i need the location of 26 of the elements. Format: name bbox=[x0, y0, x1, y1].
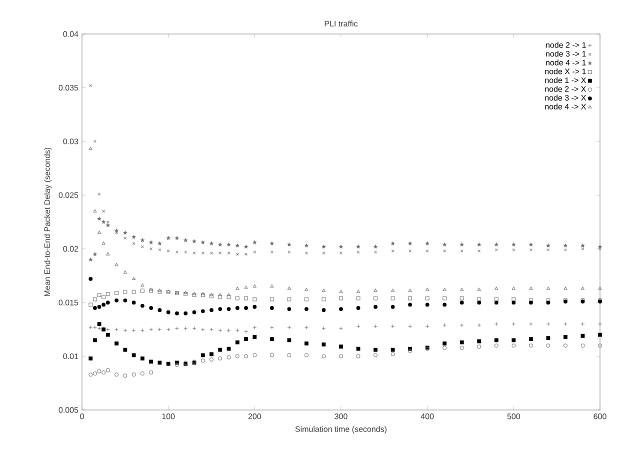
x-tick-label: 200 bbox=[248, 414, 262, 420]
y-tick-label: 0.035 bbox=[58, 84, 78, 91]
legend-label: node 2 -> 1 bbox=[546, 42, 586, 48]
x-tick-label: 0 bbox=[80, 414, 84, 420]
legend-label: node 2 -> X bbox=[545, 86, 586, 92]
y-tick-label: 0.015 bbox=[58, 300, 78, 306]
x-tick-label: 400 bbox=[420, 414, 434, 420]
legend-label: node 4 -> 1 bbox=[546, 60, 586, 66]
y-axis-title: Mean End-to-End Packet Delay (seconds) bbox=[44, 148, 52, 296]
x-axis-title: Simulation time (seconds) bbox=[295, 426, 386, 434]
x-tick-label: 500 bbox=[507, 414, 520, 420]
legend-label: node 3 -> X bbox=[545, 94, 586, 101]
legend-label: node 1 -> X bbox=[545, 77, 586, 84]
y-tick-label: 0.005 bbox=[58, 407, 78, 413]
x-tick-label: 600 bbox=[594, 414, 606, 420]
x-tick-label: 300 bbox=[334, 414, 348, 420]
y-tick-label: 0.01 bbox=[63, 353, 78, 360]
y-tick-label: 0.04 bbox=[63, 31, 78, 37]
chart-title: PLI traffic bbox=[324, 20, 358, 26]
legend-label: node 3 -> 1 bbox=[546, 50, 586, 57]
legend-label: node 4 -> X bbox=[545, 104, 586, 110]
legend-label: node X -> 1 bbox=[545, 68, 586, 74]
x-tick-label: 100 bbox=[162, 414, 175, 420]
y-tick-label: 0.03 bbox=[63, 138, 78, 144]
y-tick-label: 0.025 bbox=[58, 192, 78, 198]
y-tick-label: 0.02 bbox=[63, 246, 78, 252]
